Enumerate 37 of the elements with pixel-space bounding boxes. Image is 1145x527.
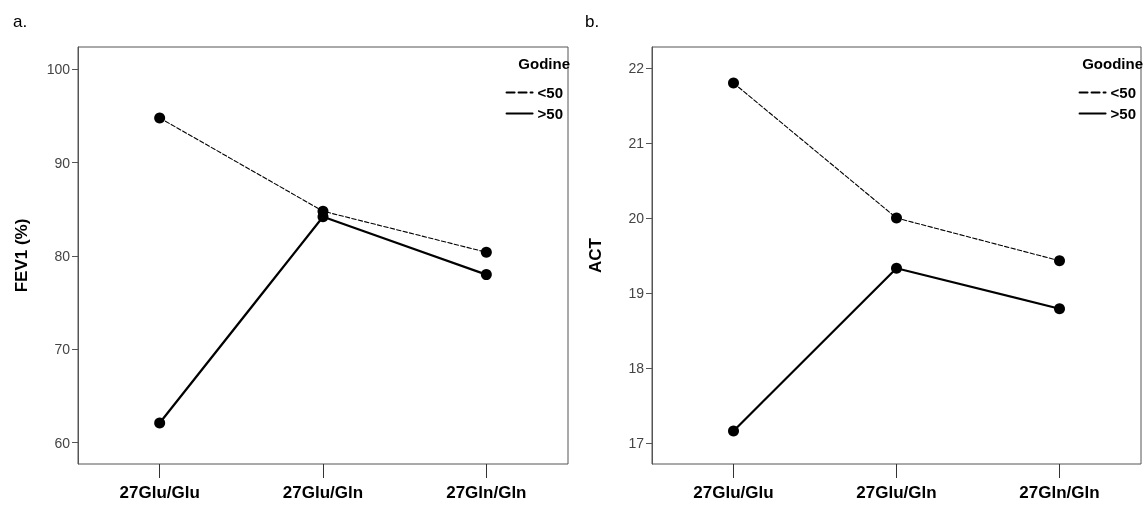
y-tick-label: 20 [628,210,645,226]
y-tick-label: 60 [54,434,71,451]
y-tick-label: 22 [628,60,645,76]
x-tick-label: 27Glu/Gln [282,483,364,502]
y-tick-label: 90 [54,154,71,171]
y-axis-title: ACT [586,237,605,273]
y-tick-label: 21 [628,135,645,151]
legend-title: Godine [518,55,571,72]
chart-title: a. [13,12,28,31]
y-tick-label: 19 [628,285,645,301]
point [728,77,739,89]
point [1054,303,1065,315]
y-tick-label: 17 [628,435,645,451]
x-tick-label: 27Glu/Glu [693,483,774,502]
chart-title: b. [585,12,600,31]
y-tick-label: 80 [54,247,71,264]
x-tick-label: 27Gln/Gln [446,483,527,502]
point [728,425,739,437]
point [891,212,902,224]
point [1054,255,1065,267]
y-axis-title: FEV1 (%) [12,218,31,293]
legend-label: <50 [537,84,564,101]
point [154,417,166,429]
y-tick-label: 70 [54,341,71,358]
point [891,262,902,274]
x-tick-label: 27Glu/Glu [119,483,200,502]
x-tick-label: 27Glu/Gln [856,483,937,502]
y-tick-label: 100 [46,61,71,78]
point [154,112,166,124]
legend-title: Goodine [1082,55,1143,72]
legend-label: >50 [1110,105,1137,122]
point [480,269,492,281]
legend-label: <50 [1110,84,1137,101]
legend-label: >50 [537,105,564,122]
y-tick-label: 18 [628,360,645,376]
x-tick-label: 27Gln/Gln [1019,483,1100,502]
point [480,246,492,258]
